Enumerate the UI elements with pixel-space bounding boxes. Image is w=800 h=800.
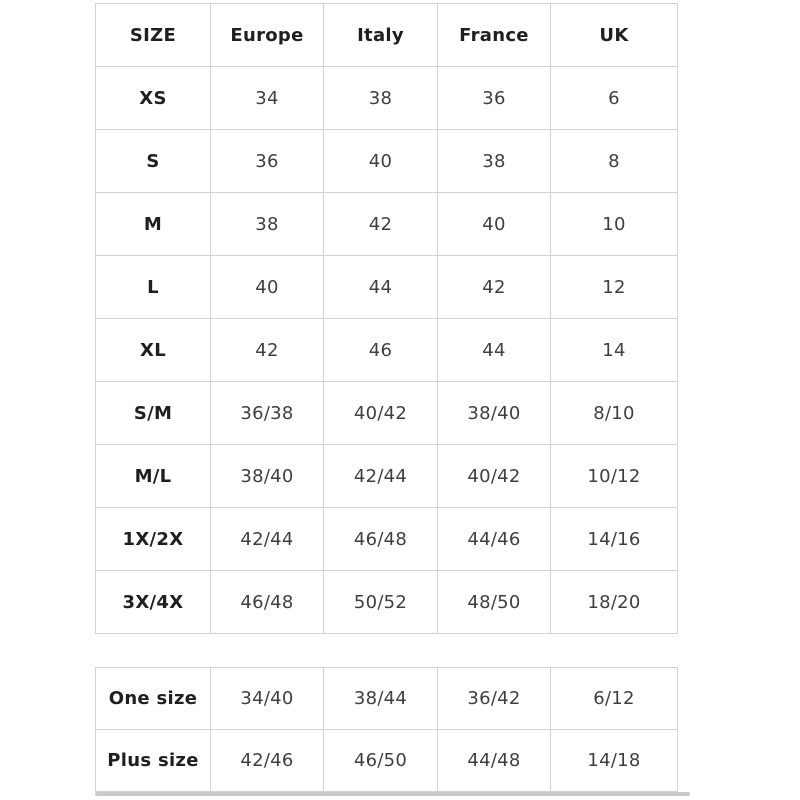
table-cell: 40/42 [323,381,438,445]
table-cell: 14/18 [550,729,678,792]
table-cell: 46/50 [323,729,438,792]
table-row: M 38 42 40 10 [95,192,678,256]
row-label-cell: Plus size [95,729,211,792]
table-cell: 36 [437,66,551,130]
table-cell: 10 [550,192,678,256]
header-cell-italy: Italy [323,3,438,67]
table-cell: 38/40 [437,381,551,445]
bottom-divider [95,792,690,796]
table-cell: 42/44 [323,444,438,508]
table-header-row: SIZE Europe Italy France UK [95,3,678,67]
table-cell: 46/48 [210,570,324,634]
row-label-cell: S/M [95,381,211,445]
row-label-cell: One size [95,667,211,730]
table-cell: 14/16 [550,507,678,571]
table-row: XS 34 38 36 6 [95,66,678,130]
table-row: XL 42 46 44 14 [95,318,678,382]
table-cell: 42/44 [210,507,324,571]
table-cell: 46 [323,318,438,382]
row-label-cell: XL [95,318,211,382]
header-cell-uk: UK [550,3,678,67]
row-label-cell: XS [95,66,211,130]
table-cell: 40 [437,192,551,256]
table-cell: 8 [550,129,678,193]
table-cell: 36/38 [210,381,324,445]
table-cell: 8/10 [550,381,678,445]
size-conversion-table: SIZE Europe Italy France UK XS 34 38 36 … [95,3,678,634]
table-cell: 50/52 [323,570,438,634]
table-cell: 38 [210,192,324,256]
table-row: L 40 44 42 12 [95,255,678,319]
table-cell: 6 [550,66,678,130]
table-cell: 38 [323,66,438,130]
table-cell: 34 [210,66,324,130]
header-cell-france: France [437,3,551,67]
table-cell: 38 [437,129,551,193]
header-cell-size: SIZE [95,3,211,67]
row-label-cell: 1X/2X [95,507,211,571]
table-cell: 40 [210,255,324,319]
table-cell: 46/48 [323,507,438,571]
table-cell: 42/46 [210,729,324,792]
table-cell: 10/12 [550,444,678,508]
table-row: S/M 36/38 40/42 38/40 8/10 [95,381,678,445]
table-cell: 36 [210,129,324,193]
table-cell: 18/20 [550,570,678,634]
table-row: M/L 38/40 42/44 40/42 10/12 [95,444,678,508]
table-cell: 12 [550,255,678,319]
table-cell: 36/42 [437,667,551,730]
table-row: 3X/4X 46/48 50/52 48/50 18/20 [95,570,678,634]
table-cell: 42 [210,318,324,382]
table-cell: 40/42 [437,444,551,508]
table-cell: 48/50 [437,570,551,634]
table-cell: 14 [550,318,678,382]
header-cell-europe: Europe [210,3,324,67]
table-cell: 44/46 [437,507,551,571]
table-cell: 42 [437,255,551,319]
table-cell: 38/44 [323,667,438,730]
table-cell: 44/48 [437,729,551,792]
row-label-cell: 3X/4X [95,570,211,634]
row-label-cell: L [95,255,211,319]
table-cell: 44 [323,255,438,319]
table-cell: 44 [437,318,551,382]
table-cell: 38/40 [210,444,324,508]
table-cell: 40 [323,129,438,193]
one-size-plus-size-table: One size 34/40 38/44 36/42 6/12 Plus siz… [95,667,678,792]
table-row: 1X/2X 42/44 46/48 44/46 14/16 [95,507,678,571]
table-row: S 36 40 38 8 [95,129,678,193]
table-row: One size 34/40 38/44 36/42 6/12 [95,667,678,730]
row-label-cell: S [95,129,211,193]
row-label-cell: M [95,192,211,256]
table-cell: 6/12 [550,667,678,730]
table-cell: 34/40 [210,667,324,730]
row-label-cell: M/L [95,444,211,508]
table-cell: 42 [323,192,438,256]
table-row: Plus size 42/46 46/50 44/48 14/18 [95,729,678,792]
